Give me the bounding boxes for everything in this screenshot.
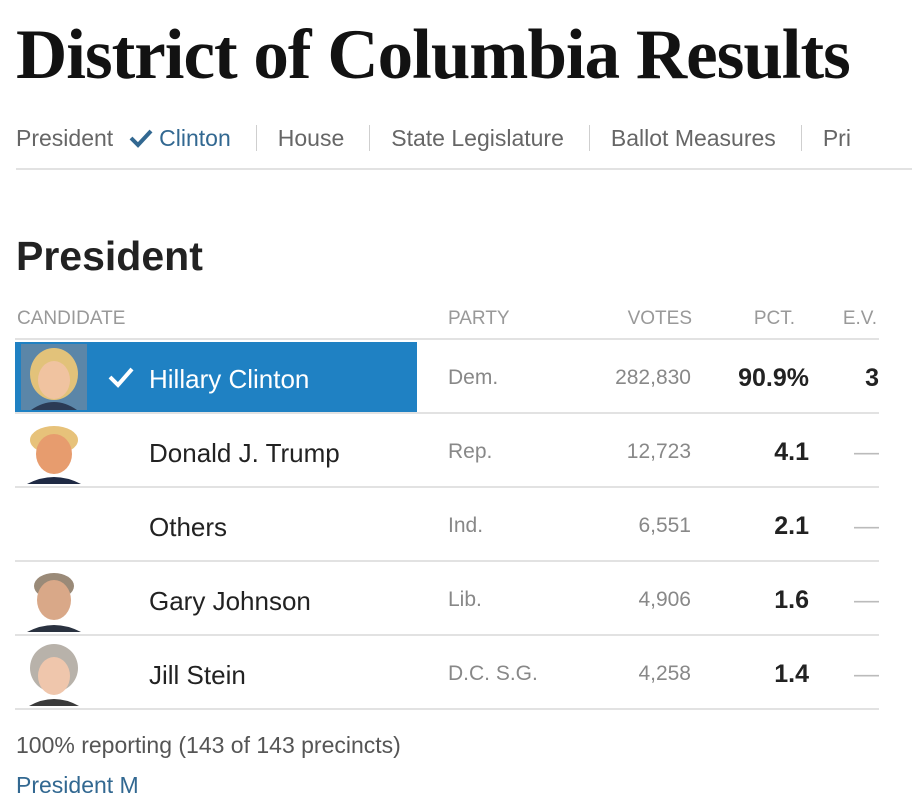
table-row: Jill Stein D.C. S.G. 4,258 1.4 — <box>15 636 879 708</box>
row-divider <box>15 708 879 710</box>
header-candidate: CANDIDATE <box>17 308 126 329</box>
candidate-name: Jill Stein <box>149 660 246 690</box>
nav-state-legislature[interactable]: State Legislature <box>391 124 564 151</box>
candidate-photo-clinton <box>21 344 87 410</box>
candidate-votes: 282,830 <box>615 366 691 389</box>
nav-president[interactable]: President <box>16 124 114 151</box>
nav-divider <box>800 125 802 151</box>
candidate-ev: — <box>854 512 879 540</box>
check-icon <box>129 129 153 148</box>
candidate-party: D.C. S.G. <box>448 662 538 685</box>
candidate-ev: — <box>854 660 879 688</box>
candidate-party: Rep. <box>448 440 493 463</box>
row-divider <box>15 560 879 562</box>
candidate-photo-trump <box>21 418 87 484</box>
results-nav: President Clinton House State Legislatur… <box>16 118 912 158</box>
nav-winner-label: Clinton <box>159 124 231 151</box>
reporting-status: 100% reporting (143 of 143 precincts) <box>16 732 401 758</box>
table-row: Donald J. Trump Rep. 12,723 4.1 — <box>15 414 879 486</box>
nav-winner-link[interactable]: Clinton <box>129 125 231 152</box>
table-row: Others Ind. 6,551 2.1 — <box>15 488 879 560</box>
header-pct: PCT. <box>753 308 795 329</box>
candidate-name: Donald J. Trump <box>149 438 340 468</box>
candidate-votes: 6,551 <box>638 514 691 537</box>
candidate-party: Ind. <box>448 514 484 537</box>
candidate-party: Dem. <box>448 366 499 389</box>
candidate-votes: 4,906 <box>638 588 691 611</box>
table-row: Gary Johnson Lib. 4,906 1.6 — <box>15 562 879 634</box>
results-table: Hillary Clinton Dem. 282,830 90.9% 3 Don… <box>15 338 879 710</box>
candidate-ev: 3 <box>865 364 879 392</box>
candidate-party: Lib. <box>448 588 482 611</box>
candidate-votes: 12,723 <box>626 440 691 463</box>
candidate-photo-stein <box>21 640 87 706</box>
nav-divider-line <box>16 168 912 170</box>
candidate-pct: 1.6 <box>774 586 809 614</box>
nav-divider <box>369 125 371 151</box>
candidate-name: Others <box>149 512 228 542</box>
candidate-pct: 1.4 <box>774 660 809 688</box>
candidate-ev: — <box>854 438 879 466</box>
winner-check-icon <box>108 367 134 388</box>
row-divider <box>15 486 879 488</box>
candidate-pct: 2.1 <box>774 512 809 540</box>
nav-ballot-measures[interactable]: Ballot Measures <box>610 124 776 151</box>
row-divider <box>15 412 879 414</box>
page-title: District of Columbia Results <box>16 16 851 94</box>
candidate-name: Hillary Clinton <box>149 364 310 394</box>
candidate-ev: — <box>854 586 879 614</box>
table-row: Hillary Clinton Dem. 282,830 90.9% 3 <box>15 340 879 412</box>
row-divider <box>15 634 879 636</box>
header-party: PARTY <box>448 308 510 329</box>
header-votes: VOTES <box>627 308 692 329</box>
candidate-pct: 4.1 <box>774 438 809 466</box>
candidate-photo-johnson <box>21 566 87 632</box>
row-divider <box>15 338 879 340</box>
nav-divider <box>255 125 257 151</box>
candidate-name: Gary Johnson <box>149 586 311 616</box>
candidate-pct: 90.9% <box>738 364 809 392</box>
nav-primaries[interactable]: Pri <box>822 124 851 151</box>
candidate-votes: 4,258 <box>638 662 691 685</box>
nav-divider <box>588 125 590 151</box>
nav-house[interactable]: House <box>277 124 345 151</box>
president-map-link[interactable]: President M <box>16 772 139 798</box>
section-title: President <box>16 233 203 279</box>
header-ev: E.V. <box>842 308 877 329</box>
